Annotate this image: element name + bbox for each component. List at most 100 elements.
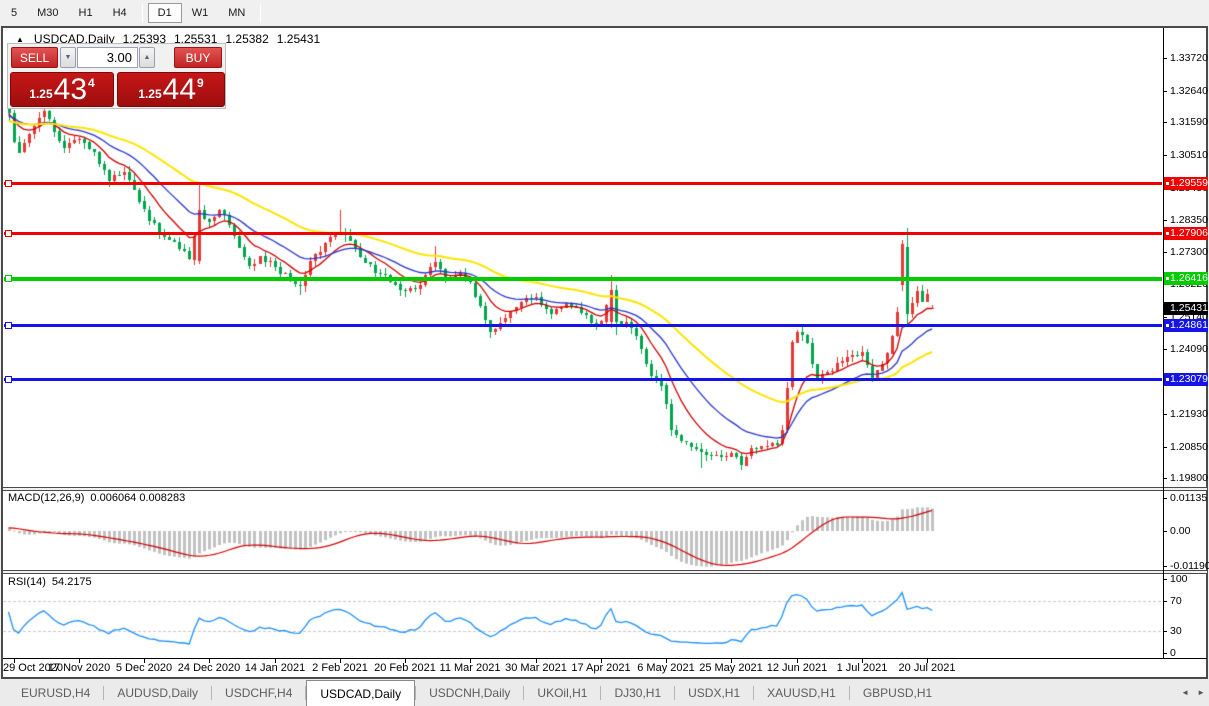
price-axis-tick-label: 1.19800 xyxy=(1170,472,1208,484)
ohlc-low: 1.25382 xyxy=(225,32,269,46)
price-axis-tick xyxy=(1163,91,1167,92)
date-axis-tick xyxy=(144,659,145,663)
horizontal-line-1.26416[interactable] xyxy=(4,276,1162,281)
rsi-axis-tick-label: 70 xyxy=(1170,595,1182,607)
buy-price-panel[interactable]: 1.25 44 9 xyxy=(117,72,225,107)
date-axis-tick xyxy=(405,659,406,663)
price-tag-1.25431: 1.25431 xyxy=(1164,302,1208,315)
date-axis-tick xyxy=(797,659,798,663)
date-axis-tick xyxy=(601,659,602,663)
line-handle[interactable] xyxy=(5,322,12,330)
line-handle[interactable] xyxy=(5,180,12,188)
price-axis-tick-label: 1.28350 xyxy=(1170,214,1208,226)
date-axis-tick xyxy=(862,659,863,663)
sell-button[interactable]: SELL xyxy=(11,47,58,68)
date-axis-label: 25 May 2021 xyxy=(699,662,763,674)
price-axis-tick-label: 1.24090 xyxy=(1170,343,1208,355)
price-axis-tick xyxy=(1163,447,1167,448)
line-endpoint-handle xyxy=(1165,276,1170,281)
date-axis-tick xyxy=(927,659,928,663)
volume-input[interactable] xyxy=(77,47,138,68)
ohlc-high: 1.25531 xyxy=(174,32,218,46)
macd-values: 0.006064 0.008283 xyxy=(90,492,186,504)
price-axis-tick-label: 1.27300 xyxy=(1170,246,1208,258)
rsi-axis-tick xyxy=(1163,653,1167,654)
macd-label: MACD(12,26,9) 0.006064 0.008283 xyxy=(8,492,185,504)
price-tag-1.26416: 1.26416 xyxy=(1164,272,1208,285)
rsi-axis-tick xyxy=(1163,601,1167,602)
buy-price-big: 44 xyxy=(162,73,197,106)
macd-axis-tick xyxy=(1163,498,1167,499)
date-axis-label: 1 Jul 2021 xyxy=(836,662,888,674)
date-axis-label: 20 Jul 2021 xyxy=(898,662,956,674)
line-handle[interactable] xyxy=(5,275,12,283)
price-axis-tick-label: 1.21930 xyxy=(1170,408,1208,420)
line-endpoint-handle xyxy=(1165,231,1170,236)
price-axis-tick xyxy=(1163,317,1167,318)
horizontal-line-1.23079[interactable] xyxy=(4,377,1162,381)
date-axis-label: 30 Mar 2021 xyxy=(505,662,567,674)
date-axis-label: 29 Oct 2020 xyxy=(3,662,63,674)
horizontal-line-1.27906[interactable] xyxy=(4,232,1162,236)
price-axis-border xyxy=(1163,28,1164,658)
price-axis-tick-label: 1.33720 xyxy=(1170,52,1208,64)
date-axis-tick xyxy=(79,659,80,663)
date-axis-label: 2 Feb 2021 xyxy=(312,662,368,674)
rsi-pane-separator[interactable] xyxy=(3,570,1207,574)
price-axis-tick xyxy=(1163,58,1167,59)
sell-price-prefix: 1.25 xyxy=(29,87,53,101)
date-axis-tick xyxy=(666,659,667,663)
horizontal-line-1.24861[interactable] xyxy=(4,324,1162,328)
rsi-axis-tick-label: 100 xyxy=(1170,573,1188,585)
macd-axis-tick-label: -0.011904 xyxy=(1170,560,1209,572)
price-tag-1.27906: 1.27906 xyxy=(1164,227,1208,240)
price-axis-tick-label: 1.31590 xyxy=(1170,116,1208,128)
rsi-label: RSI(14) 54.2175 xyxy=(8,576,92,588)
date-axis-label: 5 Dec 2020 xyxy=(115,662,173,674)
price-tag-1.23079: 1.23079 xyxy=(1164,373,1208,386)
date-axis-tick xyxy=(209,659,210,663)
date-axis-label: 17 Apr 2021 xyxy=(571,662,631,674)
ohlc-open: 1.25393 xyxy=(122,32,166,46)
line-handle[interactable] xyxy=(5,230,12,238)
price-tag-1.24861: 1.24861 xyxy=(1164,319,1208,332)
price-axis-tick xyxy=(1163,155,1167,156)
buy-button[interactable]: BUY xyxy=(174,47,222,68)
sell-price-big: 43 xyxy=(53,73,88,106)
macd-pane-separator[interactable] xyxy=(3,487,1207,491)
rsi-axis-tick xyxy=(1163,631,1167,632)
date-axis-tick xyxy=(470,659,471,663)
line-handle[interactable] xyxy=(5,375,12,383)
line-endpoint-handle xyxy=(1165,323,1170,328)
price-axis-tick-label: 1.30510 xyxy=(1170,149,1208,161)
date-axis-label: 12 Jun 2021 xyxy=(766,662,828,674)
date-axis-tick xyxy=(340,659,341,663)
date-axis-tick xyxy=(731,659,732,663)
volume-up-button[interactable]: ▲ xyxy=(139,47,155,68)
ohlc-close: 1.25431 xyxy=(276,32,321,46)
rsi-value: 54.2175 xyxy=(51,576,92,588)
one-click-trade-widget: SELL ▼ ▲ BUY 1.25 43 4 1.25 44 9 xyxy=(7,43,226,109)
buy-price-pip: 9 xyxy=(197,76,204,90)
horizontal-line-1.29559[interactable] xyxy=(4,182,1162,186)
macd-axis-tick xyxy=(1163,531,1167,532)
price-axis-tick xyxy=(1163,252,1167,253)
macd-axis-tick-label: 0.01135 xyxy=(1170,492,1208,504)
date-axis-label: 14 Jan 2021 xyxy=(244,662,306,674)
price-axis-tick xyxy=(1163,349,1167,350)
chart-title-row: ▲ USDCAD,Daily 1.25393 1.25531 1.25382 1… xyxy=(8,32,320,46)
volume-down-button[interactable]: ▼ xyxy=(60,47,76,68)
date-axis-label: 20 Feb 2021 xyxy=(374,662,436,674)
buy-price-prefix: 1.25 xyxy=(138,87,162,101)
sell-price-panel[interactable]: 1.25 43 4 xyxy=(10,72,114,107)
price-axis-tick xyxy=(1163,414,1167,415)
date-axis-tick xyxy=(14,659,15,663)
collapse-arrow-icon[interactable]: ▲ xyxy=(16,34,24,44)
rsi-axis-tick-label: 30 xyxy=(1170,625,1182,637)
price-axis-tick-label: 1.32640 xyxy=(1170,85,1208,97)
date-axis-tick xyxy=(536,659,537,663)
macd-name: MACD(12,26,9) xyxy=(8,492,85,504)
date-axis-label: 11 Mar 2021 xyxy=(439,662,501,674)
